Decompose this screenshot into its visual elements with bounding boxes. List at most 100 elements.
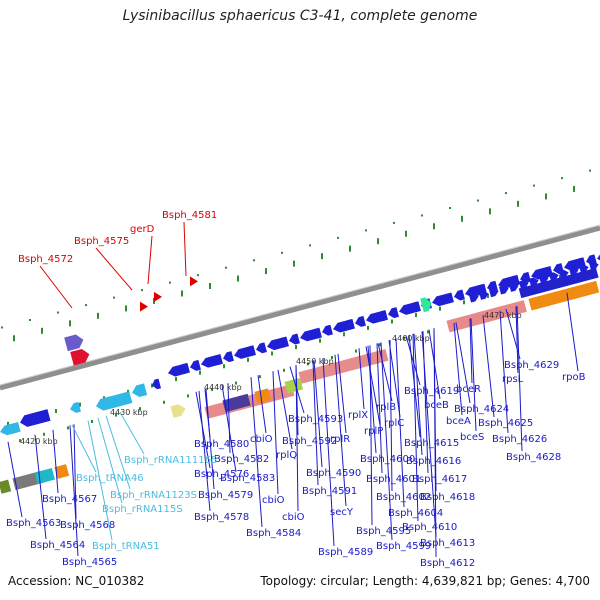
gene-label[interactable]: Bsph_4625 bbox=[478, 418, 533, 429]
gene-arrow bbox=[179, 362, 190, 374]
map-title: Lysinibacillus sphaericus C3-41, complet… bbox=[122, 8, 478, 24]
gene-arrow bbox=[410, 301, 421, 313]
leader-line bbox=[312, 360, 319, 486]
gene-label[interactable]: Bsph_4626 bbox=[492, 434, 547, 445]
gene-arrow bbox=[64, 334, 84, 352]
gene-label[interactable]: Bsph_4580 bbox=[194, 439, 249, 450]
gene-label-red[interactable]: Bsph_4581 bbox=[162, 210, 217, 221]
gene-label[interactable]: Bsph_4582 bbox=[214, 454, 269, 465]
feature-band-layer bbox=[0, 267, 600, 494]
gene-arrow bbox=[518, 280, 529, 290]
leader-line bbox=[87, 420, 113, 541]
gene-label[interactable]: rplC bbox=[384, 418, 404, 429]
gene-label[interactable]: Bsph_4629 bbox=[504, 360, 559, 371]
gene-label[interactable]: Bsph_4584 bbox=[246, 528, 301, 539]
rna-label[interactable]: Bsph_rRNA1123S bbox=[110, 490, 197, 501]
gene-label[interactable]: rplP bbox=[364, 426, 383, 437]
rna-label[interactable]: Bsph_tRNA51 bbox=[92, 541, 160, 552]
gene-label[interactable]: Bsph_4599 bbox=[376, 541, 431, 552]
gene-label[interactable]: rplB bbox=[376, 402, 396, 413]
gene-arrow bbox=[190, 359, 201, 371]
gene-label[interactable]: rpsL bbox=[502, 374, 524, 385]
gene-arrow bbox=[322, 324, 333, 336]
gene-label[interactable]: rplQ bbox=[276, 450, 297, 461]
gene-label[interactable]: Bsph_4600 bbox=[360, 454, 415, 465]
gene-label[interactable]: Bsph_4579 bbox=[198, 490, 253, 501]
leader-line bbox=[204, 389, 211, 439]
gene-label[interactable]: Bsph_4624 bbox=[454, 404, 509, 415]
leader-line bbox=[515, 306, 519, 374]
gene-label[interactable]: Bsph_4612 bbox=[420, 558, 475, 569]
gene-label[interactable]: Bsph_4591 bbox=[302, 486, 357, 497]
leader-line bbox=[7, 441, 23, 518]
rna-label[interactable]: Bsph_tRNA46 bbox=[76, 473, 144, 484]
gene-label[interactable]: Bsph_4602 bbox=[376, 492, 431, 503]
gene-label[interactable]: bceA bbox=[446, 416, 471, 427]
leader-line bbox=[469, 318, 473, 384]
gene-label[interactable]: Bsph_4619 bbox=[404, 386, 459, 397]
leader-line bbox=[505, 308, 521, 360]
gene-label[interactable]: rplX bbox=[348, 410, 368, 421]
gene-label-red[interactable]: Bsph_4572 bbox=[18, 254, 73, 265]
rna-label[interactable]: Bsph_rRNA115S bbox=[102, 504, 183, 515]
leader-line bbox=[422, 331, 429, 474]
gene-label[interactable]: secY bbox=[330, 507, 354, 518]
gene-arrow bbox=[132, 383, 148, 398]
leader-line bbox=[433, 328, 437, 492]
topology-text: Topology: circular; Length: 4,639,821 bp… bbox=[260, 574, 590, 588]
gene-arrow bbox=[420, 297, 432, 313]
gene-arrow bbox=[520, 271, 531, 283]
gene-label[interactable]: Bsph_4593 bbox=[288, 414, 343, 425]
leader-line bbox=[337, 353, 347, 434]
gene-label-red[interactable]: gerD bbox=[130, 224, 155, 235]
rna-label[interactable]: Bsph_rRNA111165 bbox=[124, 455, 217, 466]
gene-label[interactable]: Bsph_4604 bbox=[388, 508, 443, 519]
gene-arrow bbox=[538, 274, 549, 284]
gene-arrow bbox=[223, 351, 234, 363]
kbp-label: 4430 kbp bbox=[110, 408, 148, 417]
gene-label[interactable]: Bsph_4576 bbox=[194, 469, 249, 480]
gene-label[interactable]: Bsph_4583 bbox=[220, 473, 275, 484]
gene-label[interactable]: bceR bbox=[456, 384, 481, 395]
gene-label[interactable]: Bsph_4592 bbox=[282, 436, 337, 447]
gene-label[interactable]: Bsph_4628 bbox=[506, 452, 561, 463]
feature-band bbox=[254, 388, 272, 404]
feature-band bbox=[222, 393, 251, 413]
leader-line bbox=[395, 338, 405, 508]
gene-label[interactable]: Bsph_4578 bbox=[194, 512, 249, 523]
label-layer: 4420 kbp 4430 kbp 4440 kbp 4450 kbp 4460 kbp… bbox=[6, 210, 586, 569]
gene-label[interactable]: rpoB bbox=[562, 372, 586, 383]
gene-label[interactable]: Bsph_4618 bbox=[420, 492, 475, 503]
gene-label-red[interactable]: Bsph_4575 bbox=[74, 236, 129, 247]
feature-band bbox=[0, 479, 12, 494]
gene-label[interactable]: Bsph_4565 bbox=[62, 557, 117, 568]
gene-arrow bbox=[443, 292, 454, 304]
gene-label[interactable]: cbiO bbox=[250, 434, 273, 445]
gene-label[interactable]: Bsph_4563 bbox=[6, 518, 61, 529]
accession-text: Accession: NC_010382 bbox=[8, 574, 145, 588]
leader-line bbox=[380, 342, 393, 541]
gene-label[interactable]: Bsph_4613 bbox=[420, 538, 475, 549]
gene-label[interactable]: Bsph_4595 bbox=[356, 526, 411, 537]
leader-line bbox=[198, 390, 211, 512]
gene-label[interactable]: cbiO bbox=[262, 495, 285, 506]
gene-label[interactable]: Bsph_4617 bbox=[412, 474, 467, 485]
gene-label[interactable]: Bsph_4568 bbox=[60, 520, 115, 531]
gene-label[interactable]: rplR bbox=[330, 434, 350, 445]
gene-label[interactable]: Bsph_4610 bbox=[402, 522, 457, 533]
gene-label[interactable]: Bsph_4567 bbox=[42, 494, 97, 505]
gene-label[interactable]: Bsph_4564 bbox=[30, 540, 85, 551]
gene-label[interactable]: Bsph_4616 bbox=[406, 456, 461, 467]
gene-label[interactable]: cbiO bbox=[282, 512, 305, 523]
gene-label[interactable]: Bsph_4601 bbox=[366, 474, 421, 485]
gene-arrow bbox=[377, 310, 388, 322]
gene-label[interactable]: bceS bbox=[460, 432, 484, 443]
gene-label[interactable]: Bsph_4589 bbox=[318, 547, 373, 558]
leader-line bbox=[39, 265, 73, 309]
leader-line bbox=[277, 369, 293, 450]
leader-line bbox=[95, 247, 133, 291]
gene-label[interactable]: Bsph_4615 bbox=[404, 438, 459, 449]
gene-arrow bbox=[578, 264, 589, 274]
gene-label[interactable]: Bsph_4590 bbox=[306, 468, 361, 479]
gene-label[interactable]: bceB bbox=[424, 400, 449, 411]
